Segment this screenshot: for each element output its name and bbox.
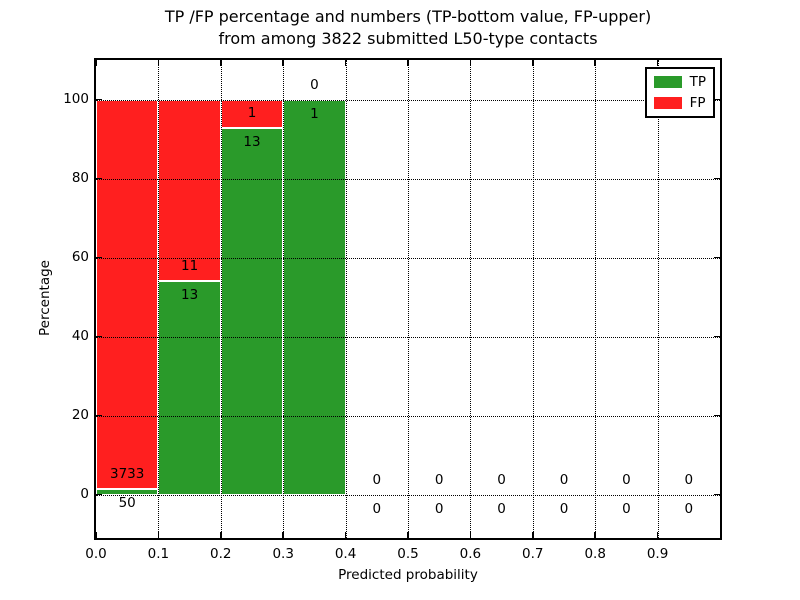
y-tick-label: 40: [71, 327, 89, 344]
y-tick-mark: [96, 493, 102, 496]
fp-count-label: 0: [310, 76, 319, 93]
x-tick-mark: [282, 532, 284, 538]
y-tick-label: 20: [71, 406, 89, 423]
fp-count-label: 3733: [110, 466, 145, 483]
fp-count-label: 0: [622, 471, 631, 488]
tp-bar-segment: [158, 280, 221, 495]
y-tick-mark: [96, 98, 102, 101]
fp-color-swatch: [653, 97, 682, 109]
tp-count-label: 0: [434, 500, 444, 517]
x-tick-mark: [469, 532, 472, 538]
fp-count-label: 1: [247, 104, 257, 121]
tp-color-swatch: [653, 76, 682, 88]
fp-bar-segment: [220, 99, 284, 128]
v-gridline: [532, 60, 534, 538]
fp-count-label: 0: [684, 471, 694, 488]
x-tick-label: 0.6: [459, 546, 482, 562]
y-tick-label: 100: [63, 90, 89, 107]
v-gridline: [470, 60, 472, 538]
x-tick-mark: [656, 532, 659, 538]
y-tick-mark: [96, 335, 102, 338]
v-gridline: [345, 60, 347, 538]
fp-count-label: 11: [181, 257, 199, 274]
y-tick-mark: [714, 414, 720, 417]
fp-bar-segment: [96, 99, 159, 490]
x-tick-label: 0.7: [522, 546, 544, 562]
legend: TP FP: [644, 67, 715, 118]
x-tick-mark: [282, 60, 284, 66]
x-tick-mark: [344, 532, 347, 538]
x-tick-mark: [532, 532, 534, 538]
chart-title: TP /FP percentage and numbers (TP-bottom…: [88, 6, 728, 50]
x-axis-label: Predicted probability: [338, 567, 478, 583]
y-tick-mark: [714, 98, 720, 101]
x-tick-label: 0.4: [334, 546, 357, 562]
x-tick-label: 0.0: [85, 546, 107, 562]
v-gridline: [158, 60, 160, 538]
tp-count-label: 1: [310, 105, 319, 122]
tp-count-label: 0: [372, 500, 382, 517]
v-gridline: [283, 60, 285, 538]
v-gridline: [408, 60, 409, 538]
x-tick-mark: [220, 532, 222, 538]
y-tick-mark: [96, 256, 102, 259]
chart-title-line1: TP /FP percentage and numbers (TP-bottom…: [164, 7, 652, 26]
tp-bar-segment: [283, 99, 346, 495]
x-tick-mark: [594, 532, 596, 538]
v-gridline: [657, 60, 659, 538]
chart-title-line2: from among 3822 submitted L50-type conta…: [218, 29, 598, 48]
y-tick-mark: [714, 256, 720, 259]
y-tick-label: 80: [71, 169, 89, 186]
x-tick-label: 0.9: [646, 546, 669, 562]
fp-legend-label: FP: [689, 95, 706, 111]
y-tick-mark: [714, 493, 720, 496]
y-axis-label: Percentage: [37, 260, 53, 336]
tp-count-label: 0: [497, 500, 506, 517]
y-tick-label: 60: [71, 248, 89, 265]
x-tick-label: 0.8: [584, 546, 606, 562]
y-tick-mark: [714, 335, 720, 338]
fp-count-label: 0: [372, 471, 382, 488]
fp-bar-segment: [158, 99, 221, 281]
x-tick-mark: [469, 60, 472, 66]
y-tick-mark: [714, 177, 720, 180]
tp-count-label: 0: [622, 500, 631, 517]
tp-count-label: 13: [243, 133, 261, 150]
x-tick-mark: [157, 532, 160, 538]
legend-item-fp: FP: [653, 95, 706, 111]
y-tick-label: 0: [80, 485, 89, 502]
tp-bar-segment: [96, 489, 159, 495]
x-tick-mark: [344, 60, 347, 66]
y-tick-mark: [96, 177, 102, 180]
tp-count-label: 0: [559, 500, 569, 517]
x-tick-label: 0.5: [397, 546, 419, 562]
tp-count-label: 0: [684, 500, 694, 517]
v-gridline: [595, 60, 597, 538]
x-tick-mark: [220, 60, 222, 66]
x-tick-mark: [157, 60, 160, 66]
x-tick-mark: [407, 60, 409, 66]
x-tick-label: 0.1: [147, 546, 170, 562]
x-tick-mark: [532, 60, 534, 66]
fp-count-label: 0: [559, 471, 569, 488]
x-tick-mark: [95, 60, 97, 66]
plot-area: TP FP 3733 50 11 13 1 13 0 1 0 0 0 0 0 0 0 0 0 0 0 0: [94, 58, 722, 540]
fp-count-label: 0: [434, 471, 444, 488]
v-gridline: [220, 60, 222, 538]
tp-count-label: 50: [118, 495, 136, 512]
x-tick-label: 0.2: [210, 546, 232, 562]
tp-bar-segment: [220, 127, 284, 495]
x-tick-mark: [656, 60, 659, 66]
x-tick-mark: [594, 60, 596, 66]
x-tick-label: 0.3: [272, 546, 294, 562]
x-tick-mark: [95, 532, 97, 538]
tp-count-label: 13: [181, 286, 199, 303]
x-tick-mark: [407, 532, 409, 538]
fp-count-label: 0: [497, 471, 506, 488]
tp-legend-label: TP: [689, 74, 706, 90]
legend-item-tp: TP: [653, 74, 706, 90]
y-tick-mark: [96, 414, 102, 417]
